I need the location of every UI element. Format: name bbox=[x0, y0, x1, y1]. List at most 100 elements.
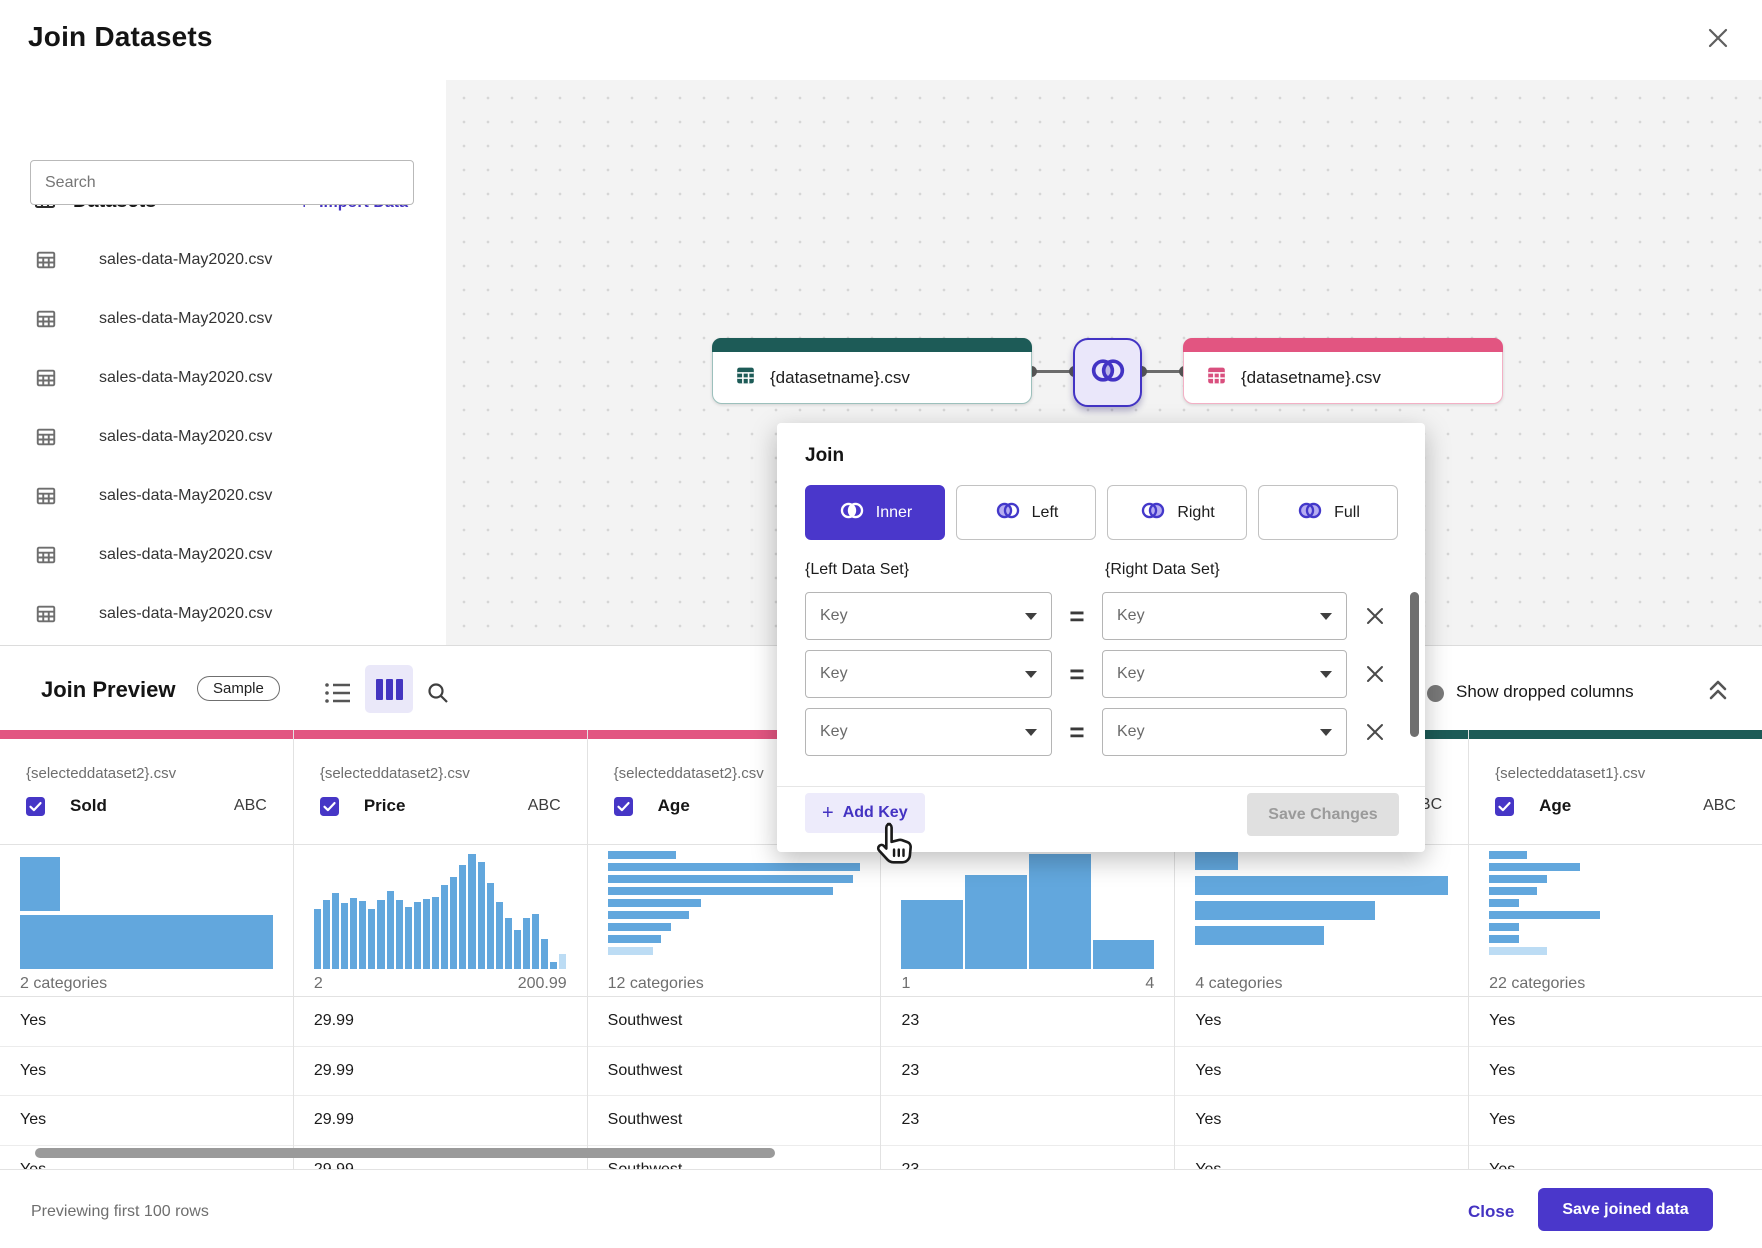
table-column: 1 4 23232323 bbox=[881, 730, 1176, 1169]
page-title: Join Datasets bbox=[28, 21, 213, 52]
join-type-inner-button[interactable]: Inner bbox=[805, 485, 945, 540]
join-node[interactable] bbox=[1073, 338, 1142, 407]
join-key-row: Key = Key bbox=[805, 592, 1387, 640]
column-stat-left: 1 bbox=[901, 975, 911, 992]
column-stats: 22 categories bbox=[1469, 845, 1762, 997]
left-key-select[interactable]: Key bbox=[805, 708, 1052, 756]
table-column: {selecteddataset2}.csv Age 12 categories… bbox=[587, 730, 882, 1169]
horizontal-scrollbar[interactable] bbox=[35, 1148, 775, 1158]
close-icon[interactable] bbox=[1707, 27, 1729, 49]
table-cell: Yes bbox=[1175, 1146, 1468, 1169]
right-dataset-node[interactable]: {datasetname}.csv bbox=[1183, 338, 1503, 404]
table-cell: 29.99 bbox=[293, 1096, 587, 1146]
list-view-icon[interactable] bbox=[322, 679, 354, 707]
panel-scrollbar[interactable] bbox=[1410, 592, 1419, 737]
left-key-select[interactable]: Key bbox=[805, 592, 1052, 640]
column-accent-bar bbox=[0, 730, 293, 739]
column-stat-left: 2 categories bbox=[20, 975, 108, 992]
venn-left-icon bbox=[994, 501, 1022, 525]
right-key-select[interactable]: Key bbox=[1102, 650, 1347, 698]
dataset-list-item[interactable]: sales-data-May2020.csv bbox=[0, 407, 446, 466]
dataset-list-item[interactable]: sales-data-May2020.csv bbox=[0, 584, 446, 643]
table-cell: Southwest bbox=[587, 997, 881, 1047]
dataset-list-item[interactable]: sales-data-May2020.csv bbox=[0, 348, 446, 407]
dialog-footer: Previewing first 100 rows Close Save joi… bbox=[0, 1169, 1762, 1248]
collapse-panel-icon[interactable] bbox=[1704, 677, 1732, 705]
table-cell: Yes bbox=[1175, 1047, 1469, 1097]
column-histogram bbox=[1489, 851, 1742, 969]
table-cell: 23 bbox=[881, 1146, 1174, 1169]
column-dataset-label: {selecteddataset2}.csv bbox=[26, 765, 177, 782]
remove-key-icon[interactable] bbox=[1363, 720, 1387, 744]
search-icon[interactable] bbox=[424, 679, 452, 707]
key-rows: Key = Key Key = Key Key = Key bbox=[805, 592, 1387, 766]
column-checkbox[interactable] bbox=[319, 796, 339, 816]
column-histogram bbox=[20, 851, 273, 969]
column-stats: 4 categories bbox=[1175, 845, 1469, 997]
column-values: YesYesYesYes bbox=[0, 997, 293, 1169]
dataset-search-input[interactable] bbox=[30, 160, 414, 205]
panel-divider bbox=[777, 786, 1425, 787]
column-histogram bbox=[313, 851, 567, 969]
right-key-select[interactable]: Key bbox=[1102, 592, 1347, 640]
column-checkbox[interactable] bbox=[26, 796, 45, 816]
table-cell: Southwest bbox=[587, 1096, 881, 1146]
dataset-list-item[interactable]: sales-data-May2020.csv bbox=[0, 525, 446, 584]
dataset-name: sales-data-May2020.csv bbox=[99, 545, 273, 563]
dataset-name: sales-data-May2020.csv bbox=[99, 427, 273, 445]
right-dataset-label: {Right Data Set} bbox=[1105, 561, 1220, 578]
column-name: Age bbox=[1539, 796, 1572, 815]
save-changes-button[interactable]: Save Changes bbox=[1247, 793, 1399, 836]
left-key-select[interactable]: Key bbox=[805, 650, 1052, 698]
close-button[interactable]: Close bbox=[1462, 1201, 1520, 1223]
join-type-left-button[interactable]: Left bbox=[956, 485, 1096, 540]
column-dataset-label: {selecteddataset1}.csv bbox=[1495, 765, 1646, 782]
left-node-accent-bar bbox=[712, 338, 1032, 352]
left-dataset-node[interactable]: {datasetname}.csv bbox=[712, 338, 1032, 404]
column-stat-right: 4 bbox=[1145, 975, 1155, 992]
equals-sign: = bbox=[1069, 658, 1085, 689]
dataset-list: sales-data-May2020.csv sales-data-May202… bbox=[0, 230, 446, 645]
table-cell: 23 bbox=[881, 1047, 1175, 1097]
join-type-label: Right bbox=[1177, 503, 1215, 521]
add-key-label: Add Key bbox=[842, 804, 908, 821]
column-checkbox[interactable] bbox=[1495, 796, 1515, 816]
dataset-name: sales-data-May2020.csv bbox=[99, 368, 273, 386]
table-icon bbox=[735, 365, 756, 391]
column-stat-left: 12 categories bbox=[607, 975, 704, 992]
column-values: 23232323 bbox=[881, 997, 1175, 1169]
dataset-list-item[interactable]: sales-data-May2020.csv bbox=[0, 230, 446, 289]
connector-line-left bbox=[1032, 370, 1077, 373]
dataset-list-item[interactable]: sales-data-May2020.csv bbox=[0, 289, 446, 348]
save-joined-data-button[interactable]: Save joined data bbox=[1538, 1188, 1713, 1231]
remove-key-icon[interactable] bbox=[1363, 662, 1387, 686]
column-header: {selecteddataset2}.csv Price ABC bbox=[293, 739, 587, 845]
datasets-sidebar: Datasets + Import Data sales-data-May202… bbox=[0, 80, 447, 645]
show-dropped-toggle[interactable] bbox=[1427, 685, 1444, 702]
column-view-icon[interactable] bbox=[365, 665, 413, 713]
join-type-label: Full bbox=[1334, 503, 1360, 521]
column-stat-left: 22 categories bbox=[1489, 975, 1586, 992]
table-cell: Yes bbox=[0, 997, 293, 1047]
column-checkbox[interactable] bbox=[613, 796, 633, 816]
equals-sign: = bbox=[1069, 716, 1085, 747]
key-placeholder: Key bbox=[820, 723, 848, 740]
key-placeholder: Key bbox=[1117, 607, 1145, 624]
table-icon bbox=[35, 603, 57, 625]
join-type-full-button[interactable]: Full bbox=[1258, 485, 1398, 540]
table-icon bbox=[35, 544, 57, 566]
right-key-select[interactable]: Key bbox=[1102, 708, 1347, 756]
left-node-label: {datasetname}.csv bbox=[770, 368, 910, 387]
table-column: {selecteddataset2}.csv Sold ABC 2 catego… bbox=[0, 730, 294, 1169]
column-values: YesYesYesYes bbox=[1469, 997, 1762, 1169]
remove-key-icon[interactable] bbox=[1363, 604, 1387, 628]
column-dataset-label: {selecteddataset2}.csv bbox=[319, 765, 470, 782]
key-placeholder: Key bbox=[820, 665, 848, 682]
join-type-right-button[interactable]: Right bbox=[1107, 485, 1247, 540]
table-cell: Yes bbox=[1175, 1096, 1469, 1146]
add-key-button[interactable]: + Add Key bbox=[805, 793, 925, 833]
table-icon bbox=[35, 426, 57, 448]
dataset-list-item[interactable]: sales-data-May2020.csv bbox=[0, 466, 446, 525]
